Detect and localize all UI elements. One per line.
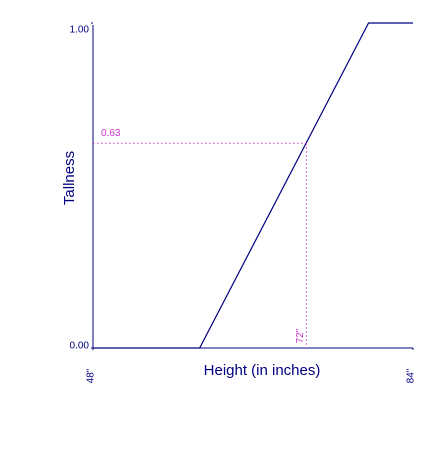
annotation-y-label: 0.63 (101, 128, 121, 139)
series-line (93, 22, 413, 349)
x-tick-label: 84" (406, 368, 417, 383)
annotation-x-label: 72" (295, 328, 306, 343)
y-axis-label: Tallness (61, 151, 78, 205)
x-tick-label: 48" (86, 368, 97, 383)
y-tick-label: 1.00 (70, 25, 90, 36)
y-tick-label: 0.00 (70, 341, 90, 352)
x-axis-label: Height (in inches) (204, 362, 321, 379)
